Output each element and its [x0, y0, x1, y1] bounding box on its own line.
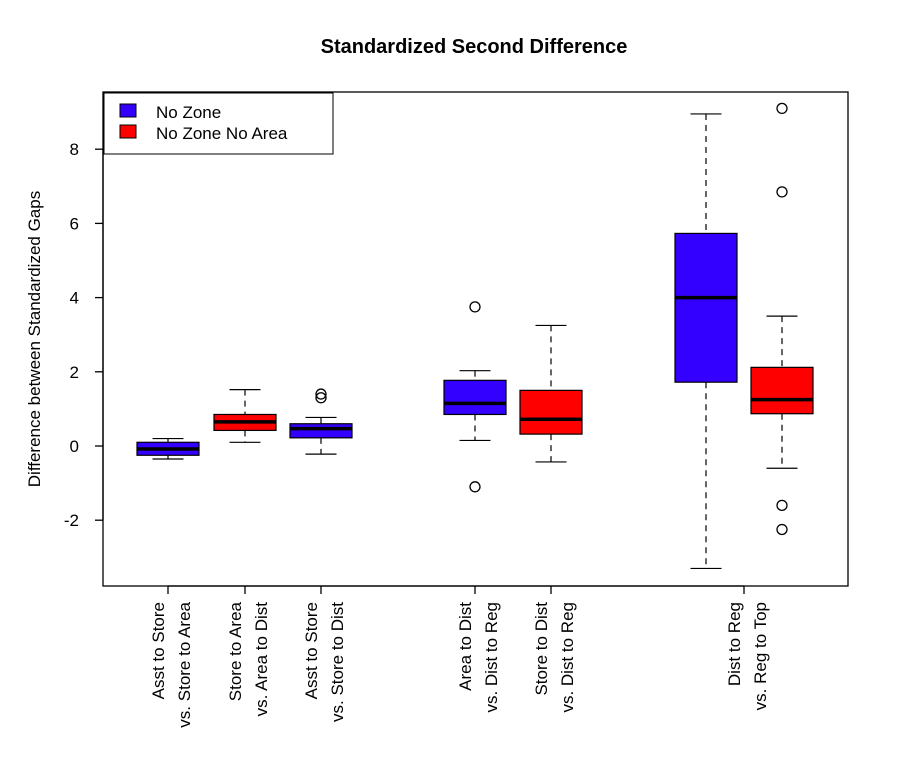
x-tick-label-line1: Store to Area [226, 601, 245, 701]
legend-swatch-no-zone [119, 103, 137, 118]
y-axis-label: Difference between Standardized Gaps [25, 191, 44, 487]
boxes-group [136, 102, 814, 570]
x-tick-label-line2: vs. Dist to Reg [558, 602, 577, 713]
x-axis: Asst to Store vs. Store to Area Store to A… [149, 585, 770, 728]
box-5 [519, 324, 583, 463]
x-tick-label-line1: Store to Dist [532, 602, 551, 696]
x-tick-label-line1: Area to Dist [456, 602, 475, 691]
box-3 [289, 388, 353, 455]
legend: No Zone No Zone No Area [103, 92, 334, 155]
box-iqr [443, 379, 507, 416]
y-tick-label: 2 [70, 363, 79, 382]
legend-frame [103, 92, 334, 155]
box-7 [750, 102, 814, 536]
legend-label-no-zone: No Zone [156, 103, 221, 122]
box-4 [443, 301, 507, 493]
y-tick-label: 8 [70, 140, 79, 159]
box-1 [136, 437, 200, 460]
box-iqr [519, 389, 583, 435]
outlier-point [315, 392, 327, 404]
y-tick-label: 6 [70, 214, 79, 233]
x-tick-label-line2: vs. Area to Dist [252, 602, 271, 717]
x-tick-label-line1: Asst to Store [302, 602, 321, 699]
outlier-point [776, 102, 788, 115]
x-tick-label-line2: vs. Store to Dist [328, 602, 347, 722]
y-axis: -2 0 2 4 6 8 [64, 140, 104, 530]
outlier-point [776, 523, 788, 536]
y-tick-label: 4 [70, 289, 79, 308]
box-6 [674, 113, 738, 570]
chart-title: Standardized Second Difference [321, 36, 628, 58]
outlier-point [469, 481, 481, 493]
x-tick-label-line2: vs. Reg to Top [751, 602, 770, 710]
y-tick-label: -2 [64, 511, 79, 530]
outlier-point [315, 388, 327, 400]
outlier-point [776, 186, 788, 198]
box-2 [213, 389, 277, 443]
x-tick-label-line2: vs. Store to Area [175, 601, 194, 727]
y-tick-label: 0 [70, 437, 79, 456]
x-tick-label-line1: Asst to Store [149, 602, 168, 699]
x-tick-label-line1: Dist to Reg [725, 602, 744, 686]
x-tick-label-line2: vs. Dist to Reg [482, 602, 501, 713]
box-iqr [674, 232, 738, 383]
legend-label-no-zone-no-area: No Zone No Area [156, 124, 288, 143]
box-iqr [289, 423, 353, 439]
outlier-point [776, 499, 788, 512]
box-iqr [750, 366, 814, 415]
outlier-point [469, 301, 481, 313]
legend-swatch-no-zone-no-area [119, 124, 137, 139]
